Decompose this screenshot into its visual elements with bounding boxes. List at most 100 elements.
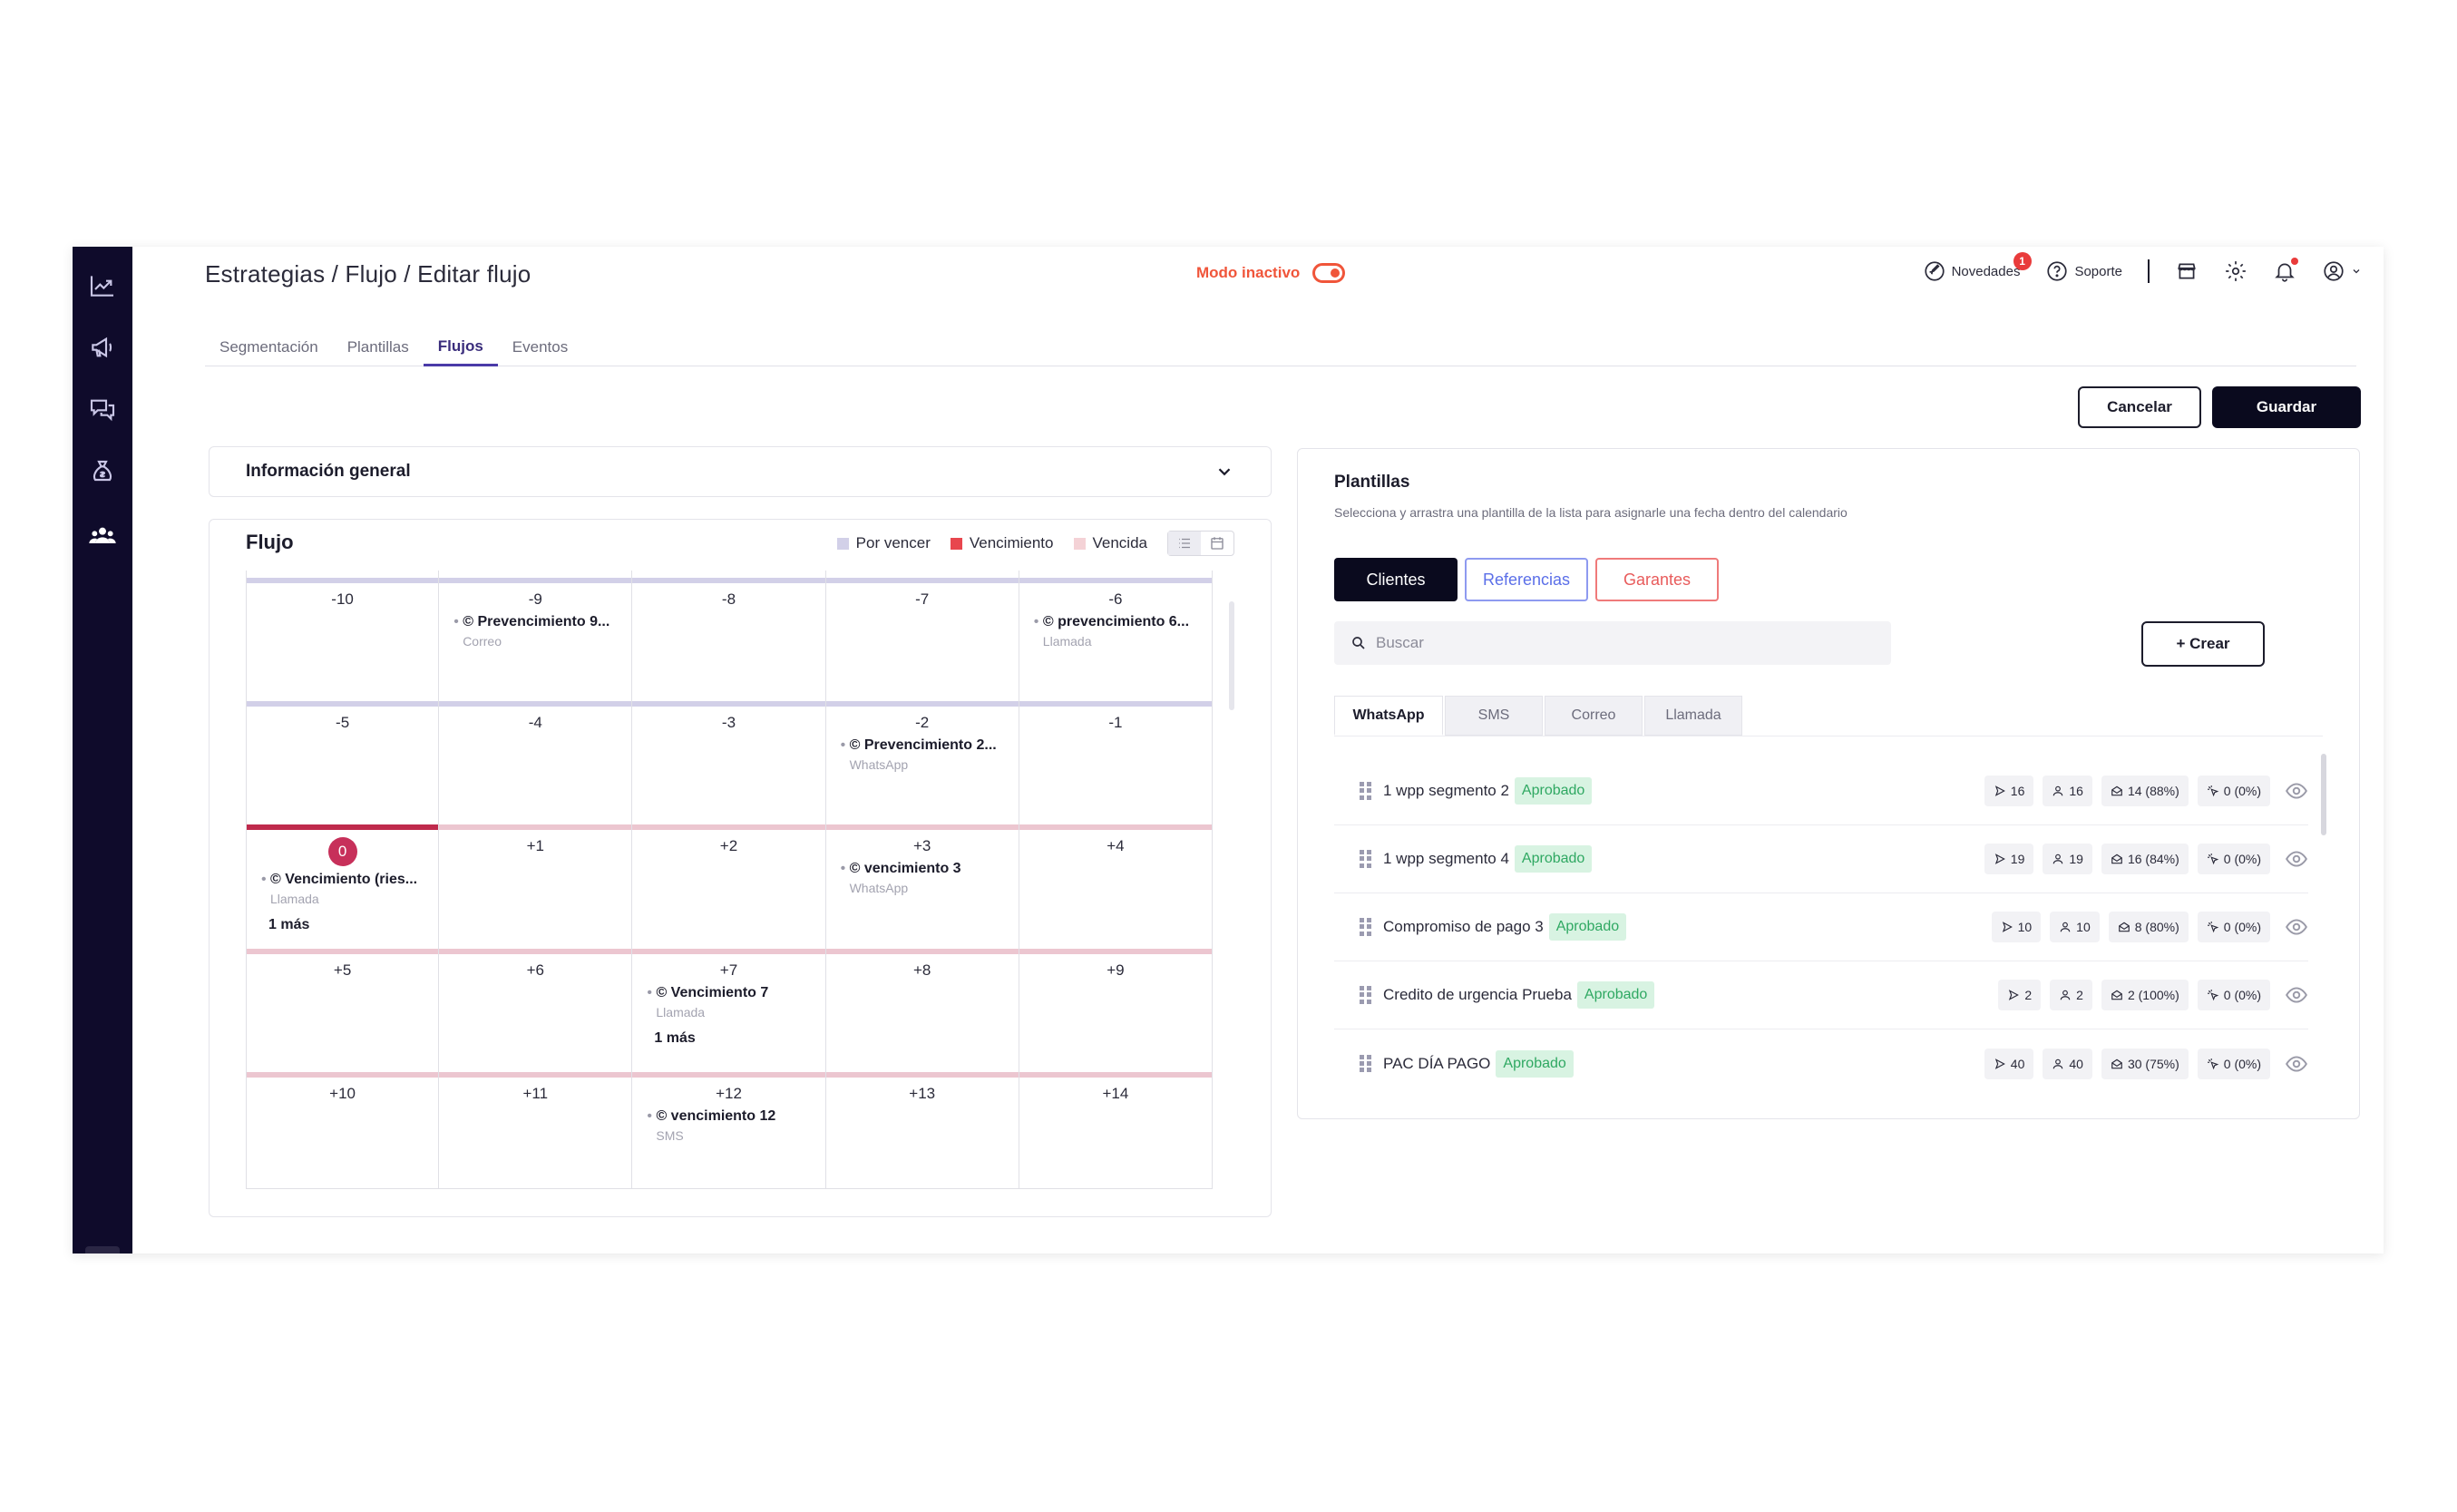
info-general-accordion[interactable]: Información general (209, 446, 1272, 497)
read-count: 14 (88%) (2127, 784, 2179, 798)
chat-bubbles-icon[interactable] (85, 392, 120, 426)
flujo-legend: Por vencer Vencimiento Vencida (836, 531, 1234, 556)
novedades-button[interactable]: Novedades 1 (1923, 252, 2032, 283)
template-row[interactable]: Credito de urgencia Prueba Aprobado 2 2 2 (1… (1334, 961, 2308, 1029)
user-menu-button[interactable] (2322, 259, 2362, 283)
calendar-cell[interactable]: +5 (246, 941, 440, 1065)
template-name: Compromiso de pago 3 (1383, 918, 1544, 935)
calendar-cell[interactable]: +3 © vencimiento 3 WhatsApp (825, 817, 1019, 941)
drag-handle-icon[interactable] (1360, 986, 1372, 1004)
tab-plantillas[interactable]: Plantillas (346, 338, 409, 356)
tab-correo[interactable]: Correo (1545, 696, 1643, 736)
tab-eventos[interactable]: Eventos (512, 338, 569, 356)
drag-handle-icon[interactable] (1360, 782, 1372, 800)
template-row[interactable]: 1 wpp segmento 2 Aprobado 16 16 14 (88%) 0 (0… (1334, 757, 2308, 825)
calendar-event[interactable]: © vencimiento 12 (647, 1108, 819, 1125)
breadcrumb[interactable]: Estrategias / Flujo / Editar flujo (205, 260, 531, 288)
calendar-cell[interactable]: +4 (1019, 817, 1213, 941)
calendar-scrollbar[interactable] (1229, 601, 1234, 710)
eye-icon[interactable] (2285, 779, 2308, 803)
cancel-button[interactable]: Cancelar (2078, 386, 2201, 428)
calendar-cell[interactable]: -1 (1019, 694, 1213, 818)
calendar-cell[interactable]: -6 © prevencimiento 6... Llamada (1019, 571, 1213, 695)
day-label: 0 (247, 837, 438, 867)
calendar-event[interactable]: © prevencimiento 6... (1034, 614, 1206, 630)
more-events-link[interactable]: 1 más (268, 917, 310, 933)
calendar-cell[interactable]: +8 (825, 941, 1019, 1065)
calendar-cell[interactable]: +11 (439, 1064, 633, 1188)
template-row[interactable]: 1 wpp segmento 4 Aprobado 19 19 16 (84%) 0 (0… (1334, 825, 2308, 893)
list-icon (1179, 538, 1190, 549)
drag-handle-icon[interactable] (1360, 1054, 1372, 1073)
segment-clientes[interactable]: Clientes (1334, 558, 1458, 601)
calendar-cell[interactable]: +9 (1019, 941, 1213, 1065)
calendar-cell[interactable]: -7 (825, 571, 1019, 695)
calendar-cell[interactable]: -4 (439, 694, 633, 818)
send-icon (2009, 990, 2020, 1000)
tab-sms[interactable]: SMS (1445, 696, 1543, 736)
tab-whatsapp[interactable]: WhatsApp (1334, 696, 1443, 736)
create-template-button[interactable]: + Crear (2141, 621, 2265, 667)
list-view-button[interactable] (1168, 532, 1201, 555)
calendar-cell[interactable]: -10 (246, 571, 440, 695)
clicks-count: 0 (0%) (2223, 784, 2261, 798)
calendar-cell[interactable]: -8 (632, 571, 826, 695)
megaphone-icon[interactable] (85, 330, 120, 365)
calendar-view-button[interactable] (1201, 532, 1233, 555)
status-badge: Aprobado (1496, 1049, 1574, 1078)
save-button[interactable]: Guardar (2212, 386, 2361, 428)
calendar-cell[interactable]: +2 (632, 817, 826, 941)
calendar-cell[interactable]: -5 (246, 694, 440, 818)
notifications-button[interactable] (2273, 258, 2298, 283)
segment-referencias[interactable]: Referencias (1465, 558, 1588, 601)
mode-toggle[interactable] (1312, 263, 1346, 283)
eye-icon[interactable] (2285, 847, 2308, 871)
template-row[interactable]: Compromiso de pago 3 Aprobado 10 10 8 (80%) 0… (1334, 893, 2308, 961)
money-bag-icon[interactable] (85, 455, 120, 490)
sent-stat: 16 (1984, 776, 2034, 806)
trend-chart-icon[interactable] (85, 268, 120, 303)
calendar-cell[interactable]: -3 (632, 694, 826, 818)
eye-icon[interactable] (2285, 915, 2308, 939)
tab-flujos[interactable]: Flujos (423, 328, 498, 366)
calendar-event[interactable]: © vencimiento 3 (841, 861, 1013, 877)
drag-handle-icon[interactable] (1360, 918, 1372, 936)
calendar-grid: -10-9© Prevencimiento 9...Correo-8-7-6© … (246, 571, 1213, 1189)
calendar-cell[interactable]: 0 © Vencimiento (ries... Llamada 1 más (246, 817, 440, 941)
chevron-down-icon[interactable] (1214, 462, 1234, 482)
clicks-stat: 0 (0%) (2197, 776, 2270, 806)
calendar-cell[interactable]: +1 (439, 817, 633, 941)
calendar-cell[interactable]: +10 (246, 1064, 440, 1188)
settings-button[interactable] (2224, 259, 2247, 283)
send-icon (1994, 785, 2005, 796)
cursor-click-icon (2207, 854, 2219, 865)
drag-handle-icon[interactable] (1360, 850, 1372, 868)
calendar-event[interactable]: © Prevencimiento 2... (841, 737, 1013, 754)
calendar-cell[interactable]: +7 © Vencimiento 7 Llamada 1 más (632, 941, 826, 1065)
calendar-cell[interactable]: +13 (825, 1064, 1019, 1188)
search-input[interactable]: Buscar (1334, 621, 1891, 665)
eye-icon[interactable] (2285, 1052, 2308, 1076)
more-events-link[interactable]: 1 más (654, 1029, 696, 1046)
mode-label: Modo inactivo (1196, 264, 1301, 281)
template-row[interactable]: PAC DÍA PAGO Aprobado 40 40 30 (75%) 0 (0%) (1334, 1029, 2308, 1097)
calendar-event[interactable]: © Prevencimiento 9... (453, 614, 626, 630)
tab-segmentacion[interactable]: Segmentación (219, 338, 318, 356)
calendar-cell[interactable]: +6 (439, 941, 633, 1065)
segment-garantes[interactable]: Garantes (1595, 558, 1719, 601)
novedades-count-badge: 1 (2013, 252, 2032, 270)
calendar-cell[interactable]: -9 © Prevencimiento 9... Correo (439, 571, 633, 695)
calendar-cell[interactable]: -2 © Prevencimiento 2... WhatsApp (825, 694, 1019, 818)
store-button[interactable] (2175, 259, 2199, 283)
soporte-button[interactable]: Soporte (2045, 259, 2122, 283)
eye-icon[interactable] (2285, 983, 2308, 1007)
calendar-event[interactable]: © Vencimiento (ries... (261, 872, 434, 888)
day-label: +4 (1107, 837, 1125, 855)
users-group-icon[interactable] (85, 519, 120, 553)
calendar-cell[interactable]: +14 (1019, 1064, 1213, 1188)
template-list-scrollbar[interactable] (2321, 754, 2326, 835)
calendar-event[interactable]: © Vencimiento 7 (647, 985, 819, 1001)
tab-llamada[interactable]: Llamada (1644, 696, 1742, 736)
calendar-cell[interactable]: +12 © vencimiento 12 SMS (632, 1064, 826, 1188)
template-stats: 19 19 16 (84%) 0 (0%) (1984, 844, 2308, 874)
